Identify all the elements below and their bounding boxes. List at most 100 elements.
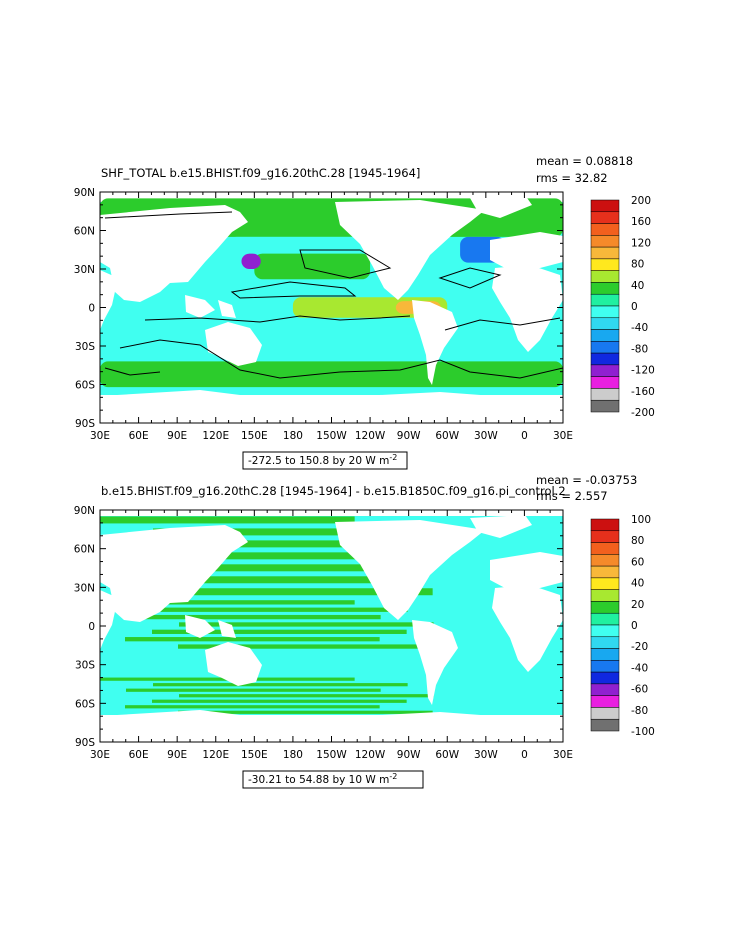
panel1-title: SHF_TOTAL b.e15.BHIST.f09_g16.20thC.28 [… — [101, 166, 420, 180]
panel1-rms: rms = 32.82 — [536, 171, 608, 185]
colorbar-label-10: -100 — [631, 726, 655, 738]
colorbar-swatch-10 — [590, 317, 620, 330]
y-tick-label-1: 60N — [74, 226, 95, 238]
colorbar-label-8: -120 — [631, 365, 655, 377]
x-tick-label-1: 60E — [129, 430, 149, 442]
y-tick-label-3: 0 — [88, 621, 95, 633]
colorbar-swatch-11 — [590, 648, 620, 661]
region-green-patches-trop-0 — [100, 600, 355, 605]
panel2-colorbar: 100 80 60 40 20 0 -20 -40 -60 -80 -100 — [590, 514, 655, 738]
y-tick-label-4: 30S — [75, 660, 95, 672]
colorbar-label-6: -40 — [631, 322, 648, 334]
region-green-patches-so-6 — [178, 710, 433, 714]
colorbar-swatch-13 — [590, 671, 620, 685]
x-tick-label-8: 90W — [397, 430, 421, 442]
region-green-patches-so-4 — [152, 699, 407, 703]
x-tick-label-12: 30E — [553, 749, 573, 761]
colorbar-swatch-4 — [590, 246, 620, 260]
colorbar-swatch-17 — [590, 399, 620, 413]
colorbar-swatch-14 — [590, 364, 620, 377]
colorbar-swatch-0 — [590, 518, 620, 532]
colorbar-swatch-0 — [590, 199, 620, 213]
panel2-land — [100, 515, 563, 742]
colorbar-label-5: 0 — [631, 301, 638, 313]
y-tick-label-3: 0 — [88, 303, 95, 315]
x-tick-label-9: 60W — [435, 749, 459, 761]
region-green-patches-so-1 — [153, 683, 408, 687]
region-green-patches-nh-1 — [153, 528, 408, 536]
colorbar-swatch-5 — [590, 258, 620, 271]
colorbar-swatch-16 — [590, 707, 620, 720]
x-tick-label-11: 0 — [521, 749, 528, 761]
colorbar-swatch-13 — [590, 352, 620, 366]
y-tick-label-0: 90N — [74, 505, 95, 517]
x-tick-label-10: 30W — [474, 749, 498, 761]
region-green-patches-so-3 — [179, 694, 434, 698]
panel1-contours — [104, 211, 563, 379]
colorbar-label-10: -200 — [631, 407, 655, 419]
colorbar-swatch-12 — [590, 341, 620, 354]
x-tick-label-3: 120E — [202, 430, 229, 442]
panel1-x-axis: 30E 60E 90E 120E 150E 180 150W 120W 90W 60W 30W 0 30… — [90, 192, 573, 442]
colorbar-swatch-6 — [590, 589, 620, 602]
region-green-patches-so-5 — [125, 705, 380, 709]
colorbar-swatch-11 — [590, 329, 620, 342]
x-tick-label-8: 90W — [397, 749, 421, 761]
x-tick-label-5: 180 — [283, 749, 303, 761]
colorbar-swatch-17 — [590, 718, 620, 732]
colorbar-swatch-12 — [590, 660, 620, 673]
panel2-title: b.e15.BHIST.f09_g16.20thC.28 [1945-1964]… — [101, 484, 566, 498]
region-green-patches-trop-4 — [152, 629, 407, 634]
region-green-patches-nh-6 — [178, 588, 433, 596]
region-green-patches-nh-5 — [125, 576, 380, 584]
y-tick-label-6: 90S — [75, 737, 95, 749]
panel1-range-box — [242, 451, 408, 470]
x-tick-label-4: 150E — [241, 430, 268, 442]
x-tick-label-1: 60E — [129, 749, 149, 761]
colorbar-label-9: -160 — [631, 386, 655, 398]
x-tick-label-10: 30W — [474, 430, 498, 442]
y-tick-label-5: 60S — [75, 698, 95, 710]
y-tick-label-6: 90S — [75, 418, 95, 430]
panel2-rms: rms = 2.557 — [536, 489, 608, 503]
colorbar-swatch-16 — [590, 388, 620, 401]
colorbar-swatch-2 — [590, 223, 620, 236]
colorbar-swatch-6 — [590, 270, 620, 283]
region-green-patches-nh-3 — [179, 552, 434, 560]
region-green-patches-nh-0 — [100, 516, 355, 524]
x-tick-label-5: 180 — [283, 430, 303, 442]
panel2-range-label: -30.21 to 54.88 by 10 W m-2 — [248, 772, 397, 786]
panel2-x-axis: 30E 60E 90E 120E 150E 180 150W 120W 90W 60W 30W 0 30… — [90, 510, 573, 761]
colorbar-swatch-15 — [590, 695, 620, 708]
colorbar-swatch-15 — [590, 376, 620, 389]
panel2-range-box — [242, 770, 424, 789]
colorbar-swatch-9 — [590, 305, 620, 319]
colorbar-label-6: -20 — [631, 641, 648, 653]
panel1-colorbar: 200 160 120 80 40 0 -40 -80 -120 -160 -200 — [590, 195, 655, 419]
colorbar-swatch-4 — [590, 565, 620, 579]
colorbar-label-4: 20 — [631, 599, 644, 611]
x-tick-label-11: 0 — [521, 430, 528, 442]
colorbar-swatch-10 — [590, 636, 620, 649]
panel2-map — [100, 510, 563, 742]
y-tick-label-1: 60N — [74, 544, 95, 556]
panel1-y-axis: 90N 60N 30N 0 30S 60S 90S — [74, 187, 563, 430]
panel2-mean: mean = -0.03753 — [536, 473, 637, 487]
panel1-land — [100, 195, 563, 423]
colorbar-swatch-1 — [590, 211, 620, 224]
panel-shf-total: SHF_TOTAL b.e15.BHIST.f09_g16.20thC.28 [… — [74, 154, 655, 470]
colorbar-label-2: 120 — [631, 237, 651, 249]
panel1-map — [100, 192, 563, 423]
colorbar-label-4: 40 — [631, 280, 644, 292]
colorbar-label-7: -40 — [631, 662, 648, 674]
region-green-patches-nh-4 — [152, 564, 407, 572]
region-green-patches-trop-1 — [153, 607, 408, 612]
colorbar-label-0: 100 — [631, 514, 651, 526]
panel2-y-axis: 90N 60N 30N 0 30S 60S 90S — [74, 505, 563, 749]
colorbar-swatch-8 — [590, 293, 620, 307]
colorbar-swatch-3 — [590, 235, 620, 248]
region-green-patches-trop-3 — [179, 622, 434, 627]
region-green-patches-nh-2 — [126, 540, 381, 548]
colorbar-label-0: 200 — [631, 195, 651, 207]
